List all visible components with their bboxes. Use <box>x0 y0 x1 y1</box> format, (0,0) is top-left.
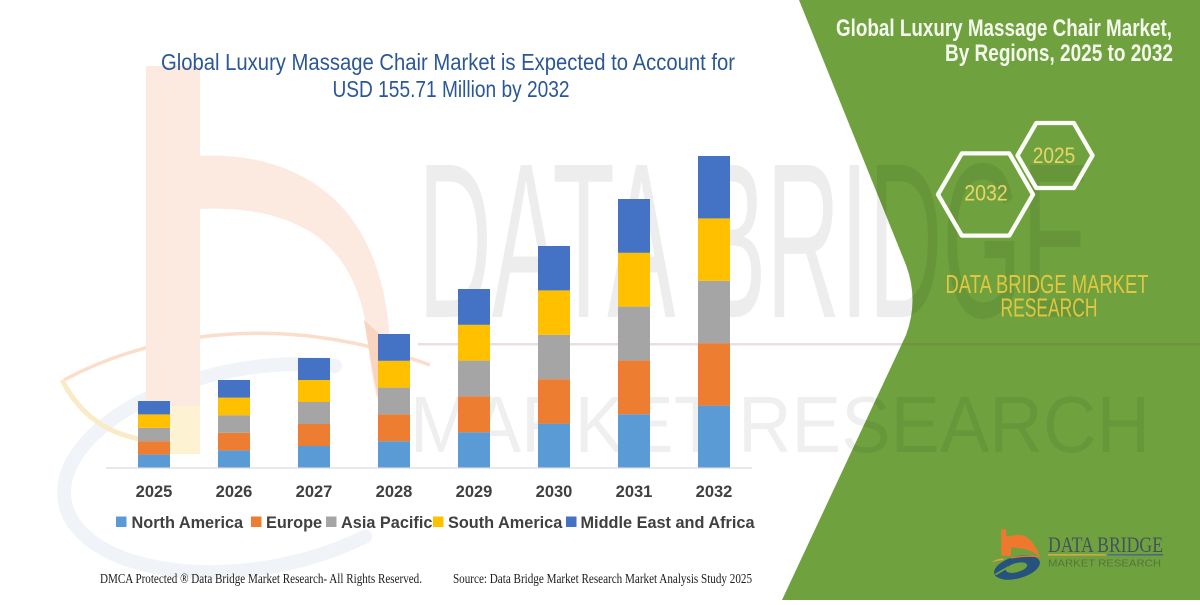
svg-text:MARKET RESEARCH: MARKET RESEARCH <box>410 380 1150 469</box>
svg-text:North America: North America <box>132 514 245 532</box>
svg-text:2028: 2028 <box>376 483 413 501</box>
svg-text:2029: 2029 <box>456 483 493 501</box>
svg-text:2030: 2030 <box>536 483 573 501</box>
svg-text:DATA BRIDGE: DATA BRIDGE <box>1048 532 1163 557</box>
svg-text:RESEARCH: RESEARCH <box>1001 295 1098 323</box>
svg-text:2032: 2032 <box>964 181 1008 206</box>
svg-text:Middle East and Africa: Middle East and Africa <box>581 514 756 532</box>
svg-text:Source: Data Bridge Market Res: Source: Data Bridge Market Research Mark… <box>453 572 752 587</box>
svg-text:By Regions, 2025 to 2032: By Regions, 2025 to 2032 <box>945 40 1173 67</box>
svg-text:South America: South America <box>448 514 563 532</box>
svg-text:DATA BRIDGE MARKET: DATA BRIDGE MARKET <box>946 271 1149 299</box>
svg-text:2027: 2027 <box>296 483 333 501</box>
svg-text:DMCA Protected ® Data Bridge M: DMCA Protected ® Data Bridge Market Rese… <box>100 572 422 587</box>
svg-text:Global Luxury Massage Chair Ma: Global Luxury Massage Chair Market is Ex… <box>161 49 735 75</box>
svg-text:Global Luxury Massage Chair Ma: Global Luxury Massage Chair Market, <box>836 15 1172 42</box>
svg-text:Europe: Europe <box>266 514 322 532</box>
svg-text:USD 155.71 Million by 2032: USD 155.71 Million by 2032 <box>333 76 570 102</box>
svg-text:Asia Pacific: Asia Pacific <box>341 514 432 532</box>
svg-text:2025: 2025 <box>1033 143 1076 168</box>
svg-text:2026: 2026 <box>216 483 253 501</box>
svg-text:MARKET RESEARCH: MARKET RESEARCH <box>1048 559 1161 570</box>
svg-text:2031: 2031 <box>616 483 653 501</box>
svg-text:2025: 2025 <box>136 483 173 501</box>
svg-text:DATA BRIDGE: DATA BRIDGE <box>418 117 1090 364</box>
svg-text:2032: 2032 <box>696 483 733 501</box>
